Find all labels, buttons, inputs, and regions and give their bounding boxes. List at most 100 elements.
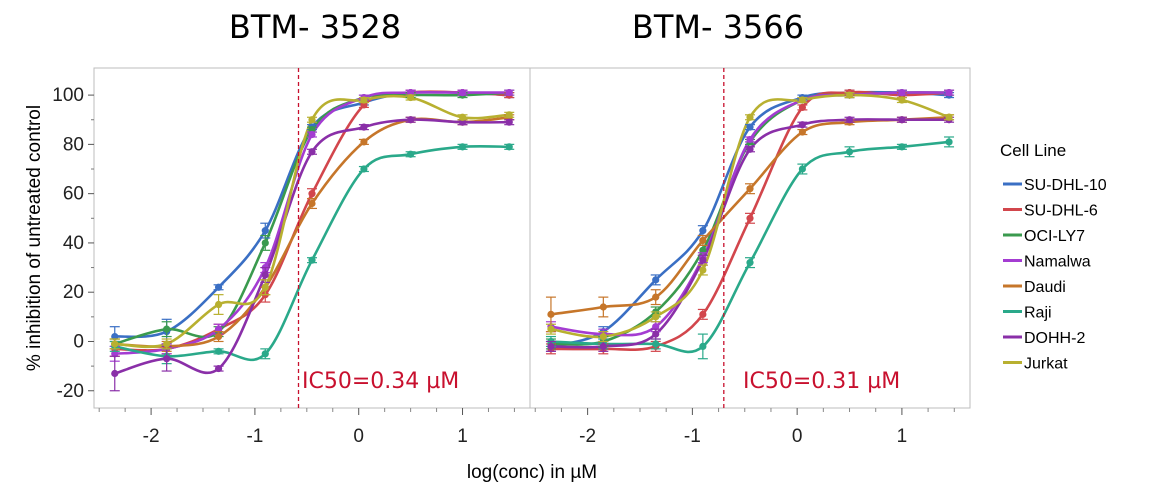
- legend-label-jurkat: Jurkat: [1024, 356, 1068, 373]
- point-namalwa: [308, 130, 316, 139]
- legend-label-namalwa: Namalwa: [1024, 254, 1091, 271]
- point-dohh-2: [163, 355, 171, 363]
- point-raji: [798, 165, 806, 173]
- point-jurkat: [505, 111, 513, 119]
- y-tick-label: 80: [63, 134, 84, 155]
- point-su-dhl-10: [746, 123, 754, 131]
- point-jurkat: [746, 113, 754, 121]
- point-jurkat: [111, 340, 119, 348]
- point-dohh-2: [652, 330, 660, 338]
- panel-2-title: BTM- 3566: [632, 8, 804, 46]
- point-raji: [505, 143, 513, 151]
- point-su-dhl-10: [652, 276, 660, 284]
- point-su-dhl-6: [798, 103, 806, 112]
- y-tick-label: 20: [63, 282, 84, 303]
- point-raji: [360, 165, 368, 173]
- curve-raji: [550, 140, 950, 354]
- legend-label-raji: Raji: [1024, 305, 1052, 322]
- point-jurkat: [547, 325, 555, 333]
- panel-btm-3566: IC50=0.31 µM: [545, 68, 955, 408]
- point-jurkat: [261, 283, 269, 291]
- legend-label-su-dhl-10: SU-DHL-10: [1024, 177, 1107, 194]
- point-raji: [652, 340, 660, 348]
- curve-dohh-2: [114, 118, 510, 375]
- point-daudi: [746, 185, 754, 193]
- point-jurkat: [845, 91, 854, 99]
- point-jurkat: [308, 116, 316, 124]
- point-namalwa: [505, 89, 513, 97]
- panel-1-points: [109, 89, 515, 392]
- x-tick-label: -1: [684, 426, 701, 447]
- point-daudi: [599, 303, 607, 311]
- point-raji: [458, 143, 467, 151]
- legend-label-oci-ly7: OCI-LY7: [1024, 228, 1085, 245]
- point-jurkat: [652, 313, 660, 321]
- point-dohh-2: [845, 116, 854, 124]
- plot-border: [93, 67, 971, 409]
- legend-label-dohh-2: DOHH-2: [1024, 330, 1085, 347]
- point-daudi: [360, 138, 368, 146]
- y-tick-label: -20: [57, 381, 84, 402]
- point-dohh-2: [214, 364, 223, 373]
- point-namalwa: [652, 323, 660, 331]
- legend-title: Cell Line: [1000, 141, 1066, 160]
- point-dohh-2: [898, 116, 906, 124]
- point-dohh-2: [798, 121, 806, 129]
- point-jurkat: [699, 266, 707, 274]
- legend: Cell Line SU-DHL-10 SU-DHL-6 OCI-LY7 Namalw…: [1000, 141, 1107, 373]
- point-raji: [746, 259, 754, 267]
- point-dohh-2: [599, 342, 607, 351]
- point-daudi: [547, 310, 555, 318]
- x-axis: -2 -1 0 1 -2 -1 0 1: [98, 408, 955, 447]
- plot-frame: [93, 67, 971, 409]
- point-daudi: [699, 236, 707, 245]
- point-daudi: [652, 293, 660, 301]
- point-raji: [845, 148, 854, 156]
- x-tick-label: -2: [143, 426, 160, 447]
- point-oci-ly7: [699, 246, 707, 254]
- point-su-dhl-6: [699, 310, 707, 318]
- point-su-dhl-10: [214, 283, 223, 291]
- point-su-dhl-10: [699, 227, 707, 235]
- point-dohh-2: [746, 145, 754, 153]
- point-dohh-2: [699, 256, 707, 264]
- point-jurkat: [360, 96, 368, 104]
- panel-btm-3528: IC50=0.34 µM: [109, 68, 515, 408]
- point-dohh-2: [505, 118, 513, 126]
- x-axis-label: log(conc) in µM: [467, 462, 597, 483]
- curve-namalwa: [550, 91, 950, 337]
- point-namalwa: [898, 89, 906, 97]
- point-raji: [407, 150, 415, 158]
- x-tick-label: 1: [457, 426, 468, 447]
- curve-jurkat: [114, 94, 510, 349]
- y-tick-label: 0: [73, 331, 84, 352]
- point-su-dhl-6: [360, 101, 368, 109]
- point-oci-ly7: [163, 325, 171, 333]
- legend-label-su-dhl-6: SU-DHL-6: [1024, 203, 1098, 220]
- x-tick-label: 0: [792, 426, 803, 447]
- point-jurkat: [458, 113, 467, 121]
- x-tick-label: -2: [579, 426, 596, 447]
- point-namalwa: [214, 325, 223, 333]
- panel-1-title: BTM- 3528: [229, 8, 401, 46]
- y-axis-label: % inhibition of untreated control: [24, 105, 45, 371]
- point-namalwa: [945, 89, 953, 97]
- point-jurkat: [599, 332, 607, 341]
- curve-jurkat: [550, 93, 950, 339]
- point-su-dhl-6: [746, 214, 754, 222]
- point-raji: [261, 350, 269, 358]
- y-tick-label: 60: [63, 184, 84, 205]
- point-daudi: [798, 128, 806, 136]
- point-daudi: [214, 332, 223, 341]
- point-dohh-2: [360, 123, 368, 131]
- point-namalwa: [746, 135, 754, 144]
- point-jurkat: [407, 93, 415, 102]
- panel-2-points: [545, 89, 955, 360]
- legend-items: SU-DHL-10 SU-DHL-6 OCI-LY7 Namalwa Daudi Raji…: [1003, 177, 1107, 373]
- y-axis: -20 0 20 40 60 80 100: [52, 85, 94, 402]
- x-tick-label: 0: [353, 426, 364, 447]
- point-dohh-2: [261, 271, 269, 279]
- point-su-dhl-10: [111, 332, 119, 341]
- point-oci-ly7: [308, 125, 316, 134]
